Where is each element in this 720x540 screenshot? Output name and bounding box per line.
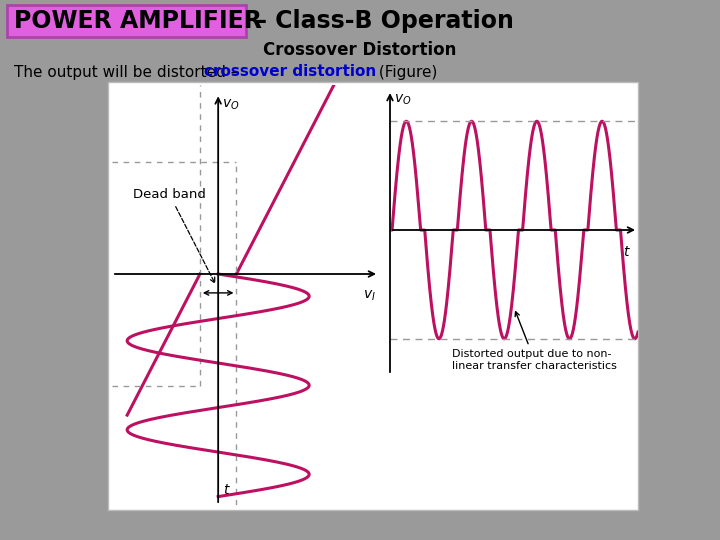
Text: $t$: $t$ [222,483,230,497]
FancyBboxPatch shape [7,5,246,37]
Text: Distorted output due to non-
linear transfer characteristics: Distorted output due to non- linear tran… [452,312,617,370]
Text: – Class-B Operation: – Class-B Operation [247,9,514,33]
Text: POWER AMPLIFIER: POWER AMPLIFIER [14,9,262,33]
FancyBboxPatch shape [108,82,638,510]
Text: crossover distortion: crossover distortion [204,64,377,79]
Text: Crossover Distortion: Crossover Distortion [264,41,456,59]
Text: $v_O$: $v_O$ [222,98,239,112]
Text: $v_I$: $v_I$ [363,289,376,303]
Text: $v_O$: $v_O$ [394,93,411,107]
Text: (Figure): (Figure) [374,64,437,79]
Text: Dead band: Dead band [133,188,215,283]
Text: $t$: $t$ [623,245,631,259]
Text: The output will be distorted –: The output will be distorted – [14,64,243,79]
